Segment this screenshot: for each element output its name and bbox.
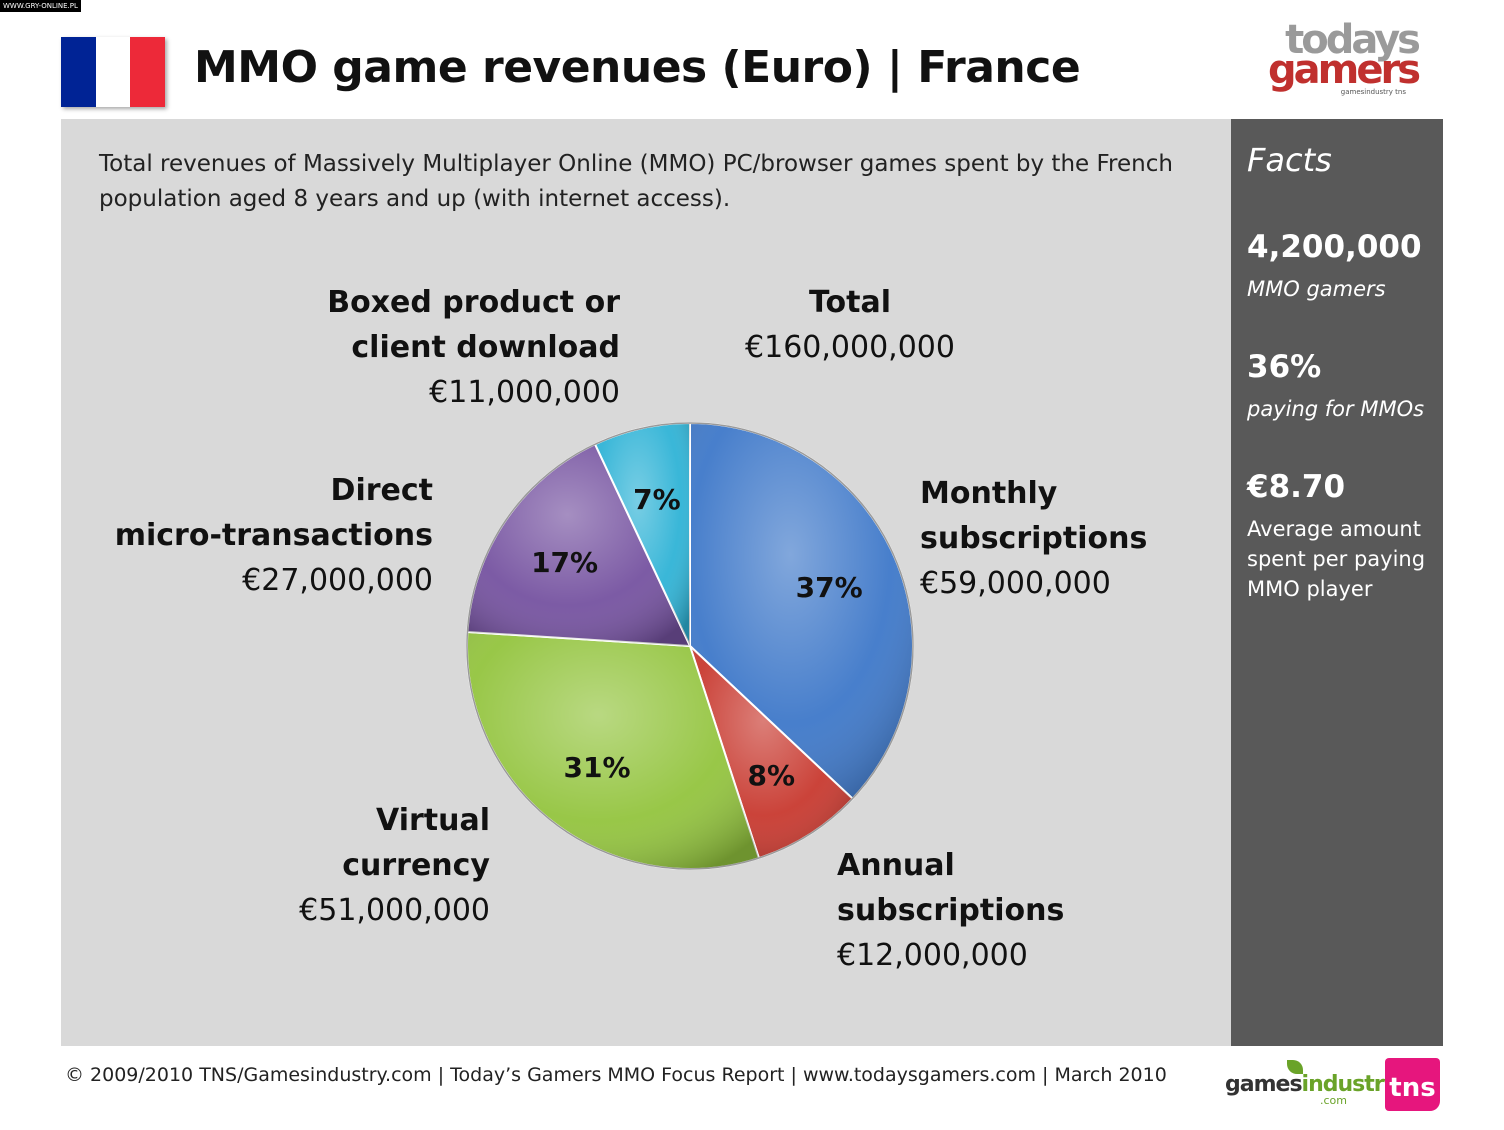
footer-credits: © 2009/2010 TNS/Gamesindustry.com | Toda… xyxy=(65,1064,1167,1086)
label-direct-line2: micro-transactions xyxy=(114,518,433,553)
pie-percent-label: 7% xyxy=(633,483,681,516)
pie-slice-shading xyxy=(595,423,690,646)
tns-logo: tns xyxy=(1385,1058,1440,1111)
todays-gamers-logo: todays gamers gamesindustry tns xyxy=(1268,20,1428,102)
label-annual-line2: subscriptions xyxy=(837,893,1065,928)
pie-slice-shading xyxy=(690,423,913,799)
flag-stripe-white xyxy=(95,37,131,107)
pie-slice-shading xyxy=(466,631,759,870)
pie-slice-shading xyxy=(467,444,690,646)
label-virtual-value: €51,000,000 xyxy=(299,893,490,928)
label-boxed-line2: client download xyxy=(351,330,620,365)
total-title: Total xyxy=(809,285,891,320)
label-monthly-line2: subscriptions xyxy=(920,521,1148,556)
pie-percent-label: 37% xyxy=(796,571,863,604)
fact-average-label-2: spent per paying xyxy=(1247,547,1426,571)
total-value: €160,000,000 xyxy=(745,330,955,365)
fact-average-label-3: MMO player xyxy=(1247,577,1373,601)
fact-paying-label: paying for MMOs xyxy=(1247,397,1425,421)
chart-description: Total revenues of Massively Multiplayer … xyxy=(99,151,1173,212)
gi-part2: industry xyxy=(1301,1072,1398,1097)
label-virtual-line2: currency xyxy=(342,848,490,883)
fact-gamers-label: MMO gamers xyxy=(1247,277,1386,301)
label-direct-value: €27,000,000 xyxy=(242,563,433,598)
label-monthly-line1: Monthly xyxy=(920,476,1058,511)
fact-paying-value: 36% xyxy=(1247,349,1322,385)
leaf-icon xyxy=(1287,1060,1303,1074)
pie-percent-label: 8% xyxy=(747,759,795,792)
label-monthly-value: €59,000,000 xyxy=(920,566,1111,601)
pie-percent-label: 17% xyxy=(531,546,598,579)
label-boxed: Boxed product or client download €11,000… xyxy=(300,280,620,415)
logo-word-todays: todays xyxy=(1285,17,1421,63)
fact-average-label-1: Average amount xyxy=(1247,517,1421,541)
flag-stripe-red xyxy=(130,37,166,107)
pie-slice-shading xyxy=(690,646,853,859)
label-boxed-line1: Boxed product or xyxy=(327,285,620,320)
label-monthly: Monthly subscriptions €59,000,000 xyxy=(920,471,1160,606)
label-direct-line1: Direct xyxy=(330,473,433,508)
france-flag-icon xyxy=(61,37,166,107)
logo-word-gamers: gamers xyxy=(1268,47,1421,93)
facts-title: Facts xyxy=(1247,141,1332,179)
facts-panel: Facts 4,200,000 MMO gamers 36% paying fo… xyxy=(1231,119,1443,1046)
logo-subtext: gamesindustry tns xyxy=(1340,88,1406,96)
flag-stripe-blue xyxy=(61,37,96,107)
gi-domain: .com xyxy=(1320,1094,1347,1107)
pie-percent-label: 31% xyxy=(564,751,631,784)
gamesindustry-logo: gamesindustry .com xyxy=(1225,1060,1398,1110)
page-title: MMO game revenues (Euro) | France xyxy=(194,42,1081,93)
label-annual: Annual subscriptions €12,000,000 xyxy=(837,843,1077,978)
watermark: WWW.GRY-ONLINE.PL xyxy=(0,0,81,12)
total-label: Total €160,000,000 xyxy=(740,280,960,370)
label-annual-value: €12,000,000 xyxy=(837,938,1028,973)
gamesindustry-wordmark: gamesindustry xyxy=(1225,1072,1398,1097)
fact-average-value: €8.70 xyxy=(1247,469,1346,505)
pie-outline xyxy=(466,422,914,870)
label-virtual: Virtual currency €51,000,000 xyxy=(260,798,490,933)
gi-part1: games xyxy=(1225,1072,1303,1097)
fact-gamers-value: 4,200,000 xyxy=(1247,229,1422,265)
label-virtual-line1: Virtual xyxy=(376,803,490,838)
label-boxed-value: €11,000,000 xyxy=(429,375,620,410)
label-direct: Direct micro-transactions €27,000,000 xyxy=(100,468,433,603)
label-annual-line1: Annual xyxy=(837,848,955,883)
